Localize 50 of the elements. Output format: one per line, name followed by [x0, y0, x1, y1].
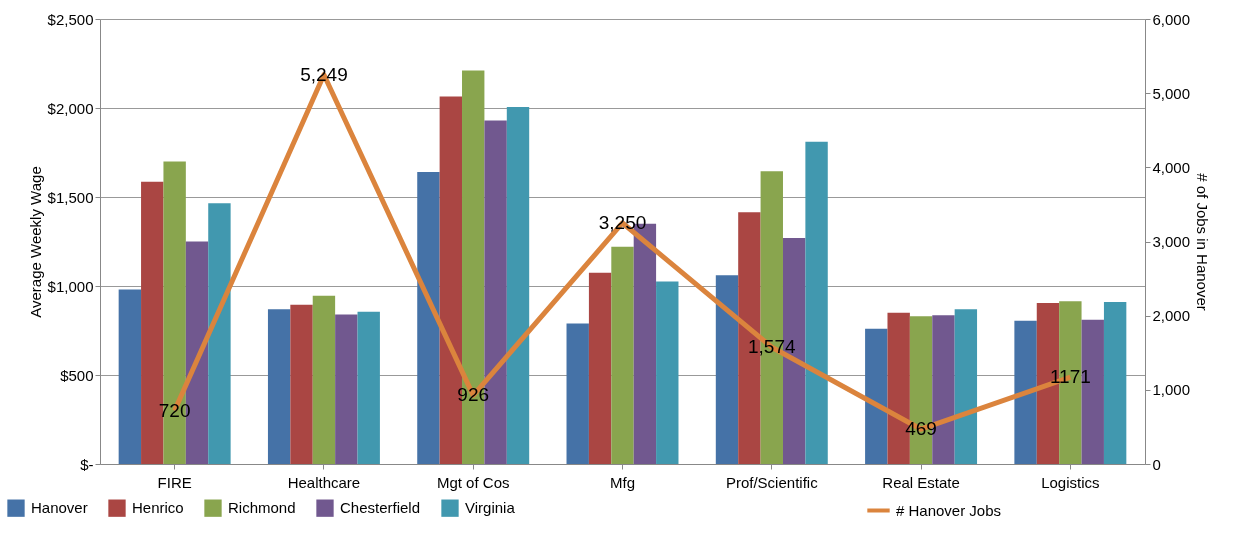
y2-tick-label: 4,000 [1152, 158, 1191, 176]
y-tick-label: $1,500 [47, 188, 94, 206]
y-tick-label: $- [80, 455, 94, 473]
x-tick-label: Mfg [609, 473, 636, 491]
bar [267, 309, 291, 464]
bar [208, 203, 231, 464]
data-label: 1171 [1049, 366, 1091, 388]
y-axis-title: Average Weekly Wage [26, 166, 44, 318]
bar [865, 328, 888, 464]
y-tick-label: $500 [60, 366, 94, 384]
bar [357, 311, 380, 464]
bar [588, 272, 612, 464]
y2-tick-label: 3,000 [1152, 233, 1191, 250]
bar [312, 295, 336, 464]
bar [566, 323, 589, 464]
bar [290, 304, 313, 464]
bar [506, 107, 530, 464]
bar [656, 281, 679, 464]
legend-label: Chesterfield [340, 499, 421, 517]
legend-label: Virginia [465, 499, 516, 517]
bar [715, 275, 739, 464]
y2-tick-label: 1,000 [1152, 381, 1191, 399]
x-tick-label: Mgt of Cos [436, 473, 510, 491]
y-tick-label: $2,500 [47, 10, 94, 28]
data-label: 5,249 [300, 63, 348, 85]
x-tick-label: Prof/Scientific [725, 473, 819, 491]
bar [417, 172, 440, 464]
y2-tick-label: 6,000 [1152, 10, 1191, 28]
y2-tick-label: 5,000 [1152, 84, 1191, 102]
bar [611, 246, 634, 464]
y-tick-label: $1,000 [47, 277, 94, 295]
y-tick-label: $2,000 [47, 99, 94, 117]
legend-label: # Hanover Jobs [896, 501, 1002, 519]
legend-label: Richmond [228, 499, 296, 517]
data-label: 469 [905, 418, 937, 440]
bar [118, 289, 142, 464]
x-tick-label: Logistics [1041, 473, 1100, 491]
x-tick-label: Healthcare [287, 473, 361, 491]
y2-tick-label: 2,000 [1152, 307, 1191, 325]
y2-axis-title: # of Jobs in Hanover [1194, 173, 1212, 311]
bar [335, 314, 358, 464]
legend-label: Henrico [132, 499, 184, 517]
bar [1014, 320, 1037, 464]
bar [805, 141, 828, 464]
y2-tick-label: 0 [1152, 455, 1161, 473]
bar [1103, 302, 1127, 464]
x-tick-label: Real Estate [882, 473, 960, 491]
legend-label: Hanover [31, 499, 88, 517]
x-tick-label: FIRE [157, 473, 192, 491]
bar [954, 309, 978, 464]
